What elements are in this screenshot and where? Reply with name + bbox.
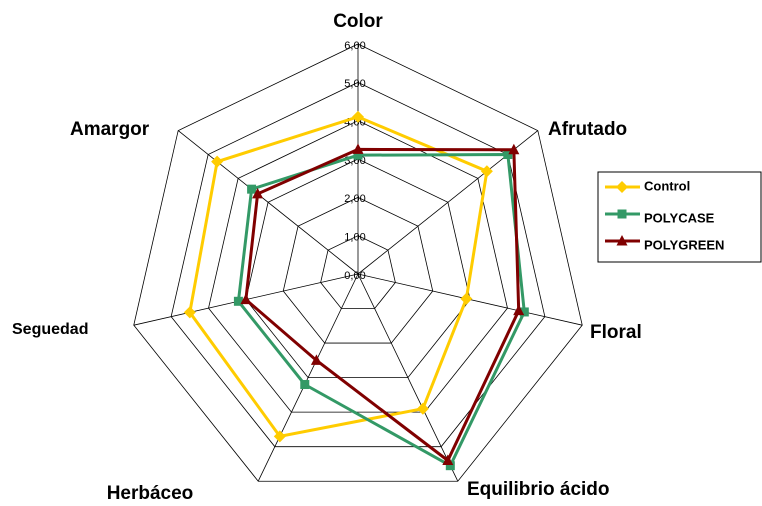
tick-label: 1,00 [344,232,365,244]
point [240,293,252,305]
legend-marker [616,235,628,246]
point [519,307,529,317]
point [445,461,455,471]
legend-label: POLYCASE [644,210,715,225]
legend-marker [616,181,628,193]
spoke [357,273,459,482]
tick-label: 6,00 [344,40,365,52]
tick-label: 2,00 [344,193,365,205]
point [480,165,493,178]
axis-label: Equilibrio ácido [467,479,610,500]
point [300,380,310,390]
point [211,155,224,168]
tick-label: 5,00 [344,78,365,90]
point [503,149,513,159]
point [416,402,429,415]
tick-label: 0,00 [344,270,365,282]
legend-label: Control [644,178,690,193]
axis-label: Herbáceo [107,483,194,504]
grid-ring [320,235,396,309]
axis-label: Floral [590,322,642,343]
grid-ring [133,43,583,482]
axis-label: Amargor [70,119,150,140]
point [183,306,196,319]
axis-label: Afrutado [548,119,627,140]
point [508,143,520,155]
series-line [236,152,526,468]
point [353,150,363,160]
point [442,454,454,466]
point [252,187,264,199]
series-line [244,147,521,463]
point [310,354,322,365]
point [460,292,473,305]
tick-label: 4,00 [344,117,365,129]
series-line [188,115,489,438]
spoke [177,130,359,275]
legend-marker [617,209,627,219]
axis-label: Color [333,11,383,32]
point [513,304,525,316]
point [247,184,257,194]
point [273,430,286,443]
point [233,296,243,306]
point [352,110,364,123]
grid-ring [245,158,471,379]
grid-ring [282,196,434,344]
point [352,143,364,154]
legend-label: POLYGREEN [644,237,724,252]
axis-label: Seguedad [12,321,88,338]
spoke [257,273,359,482]
